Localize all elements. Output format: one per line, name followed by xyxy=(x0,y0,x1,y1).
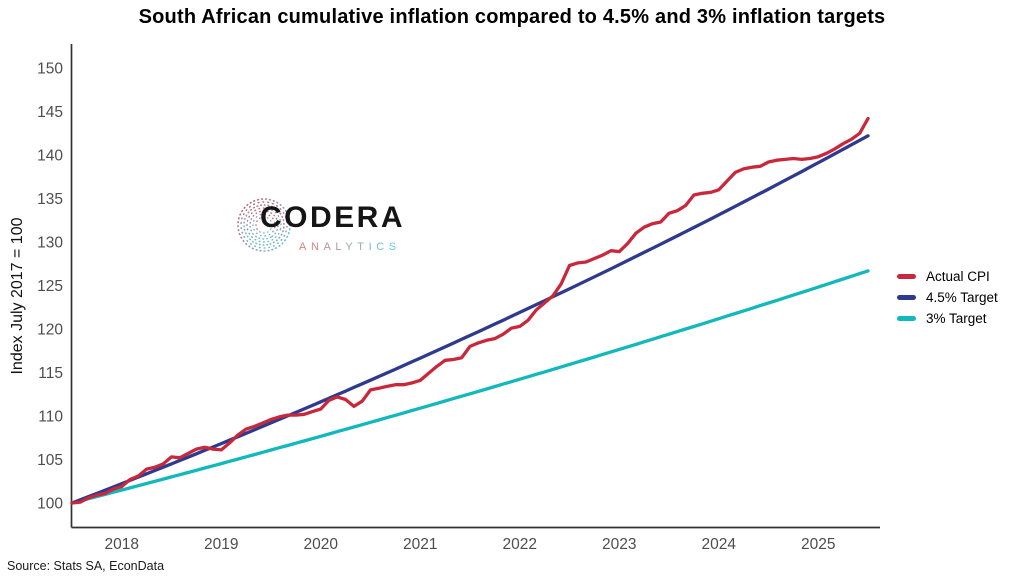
logo-subtitle-letter: C xyxy=(376,241,389,253)
legend-item-4-5-target: 4.5% Target xyxy=(897,287,998,308)
legend-swatch-icon xyxy=(897,316,916,321)
x-tick-label: 2024 xyxy=(702,536,737,553)
y-tick-label: 150 xyxy=(37,61,63,78)
logo-subtitle-letter: N xyxy=(310,241,324,253)
legend-swatch-icon xyxy=(897,295,916,300)
x-tick-label: 2019 xyxy=(204,536,238,553)
y-tick-label: 130 xyxy=(37,235,63,252)
legend-label: 3% Target xyxy=(926,311,987,326)
legend-label: 4.5% Target xyxy=(926,290,998,305)
y-tick-label: 135 xyxy=(37,191,63,208)
y-tick-label: 115 xyxy=(38,365,63,382)
series-line-4-5-target xyxy=(70,134,870,505)
legend-label: Actual CPI xyxy=(926,269,990,284)
logo-subtitle-letter: A xyxy=(323,241,336,253)
y-tick-label: 105 xyxy=(37,452,63,469)
x-tick-label: 2018 xyxy=(105,536,139,553)
series-line-actual-cpi xyxy=(70,116,870,505)
logo-subtitle-letter: T xyxy=(357,241,369,253)
logo-subtitle-letter: Y xyxy=(345,241,358,253)
x-tick-label: 2022 xyxy=(503,536,537,553)
legend-item-3-target: 3% Target xyxy=(897,308,998,329)
logo-subtitle: ANALYTICS xyxy=(299,241,401,253)
x-tick-label: 2020 xyxy=(304,536,339,553)
logo-subtitle-letter: I xyxy=(368,241,377,253)
y-tick-label: 100 xyxy=(37,496,63,513)
logo-subtitle-letter: L xyxy=(335,241,346,253)
logo-wordmark: CODERA xyxy=(260,201,406,234)
x-tick-label: 2021 xyxy=(403,536,437,553)
y-tick-label: 145 xyxy=(37,104,63,121)
legend-swatch-icon xyxy=(897,274,916,279)
y-tick-label: 120 xyxy=(37,322,63,339)
codera-logo-mark-icon xyxy=(237,198,291,252)
y-tick-label: 110 xyxy=(38,409,63,426)
chart-title: South African cumulative inflation compa… xyxy=(138,6,886,28)
logo-subtitle-letter: S xyxy=(388,241,401,253)
source-note: Source: Stats SA, EconData xyxy=(7,559,165,573)
legend: Actual CPI 4.5% Target 3% Target xyxy=(897,266,998,329)
y-tick-label: 140 xyxy=(37,148,63,165)
codera-logo: CODERA ANALYTICS xyxy=(236,192,416,264)
series-line-3-target xyxy=(70,269,870,505)
logo-subtitle-letter: A xyxy=(299,241,311,253)
y-tick-label: 125 xyxy=(37,278,63,295)
legend-item-actual-cpi: Actual CPI xyxy=(897,266,998,287)
x-tick-label: 2023 xyxy=(602,536,636,553)
x-tick-label: 2025 xyxy=(801,536,835,553)
